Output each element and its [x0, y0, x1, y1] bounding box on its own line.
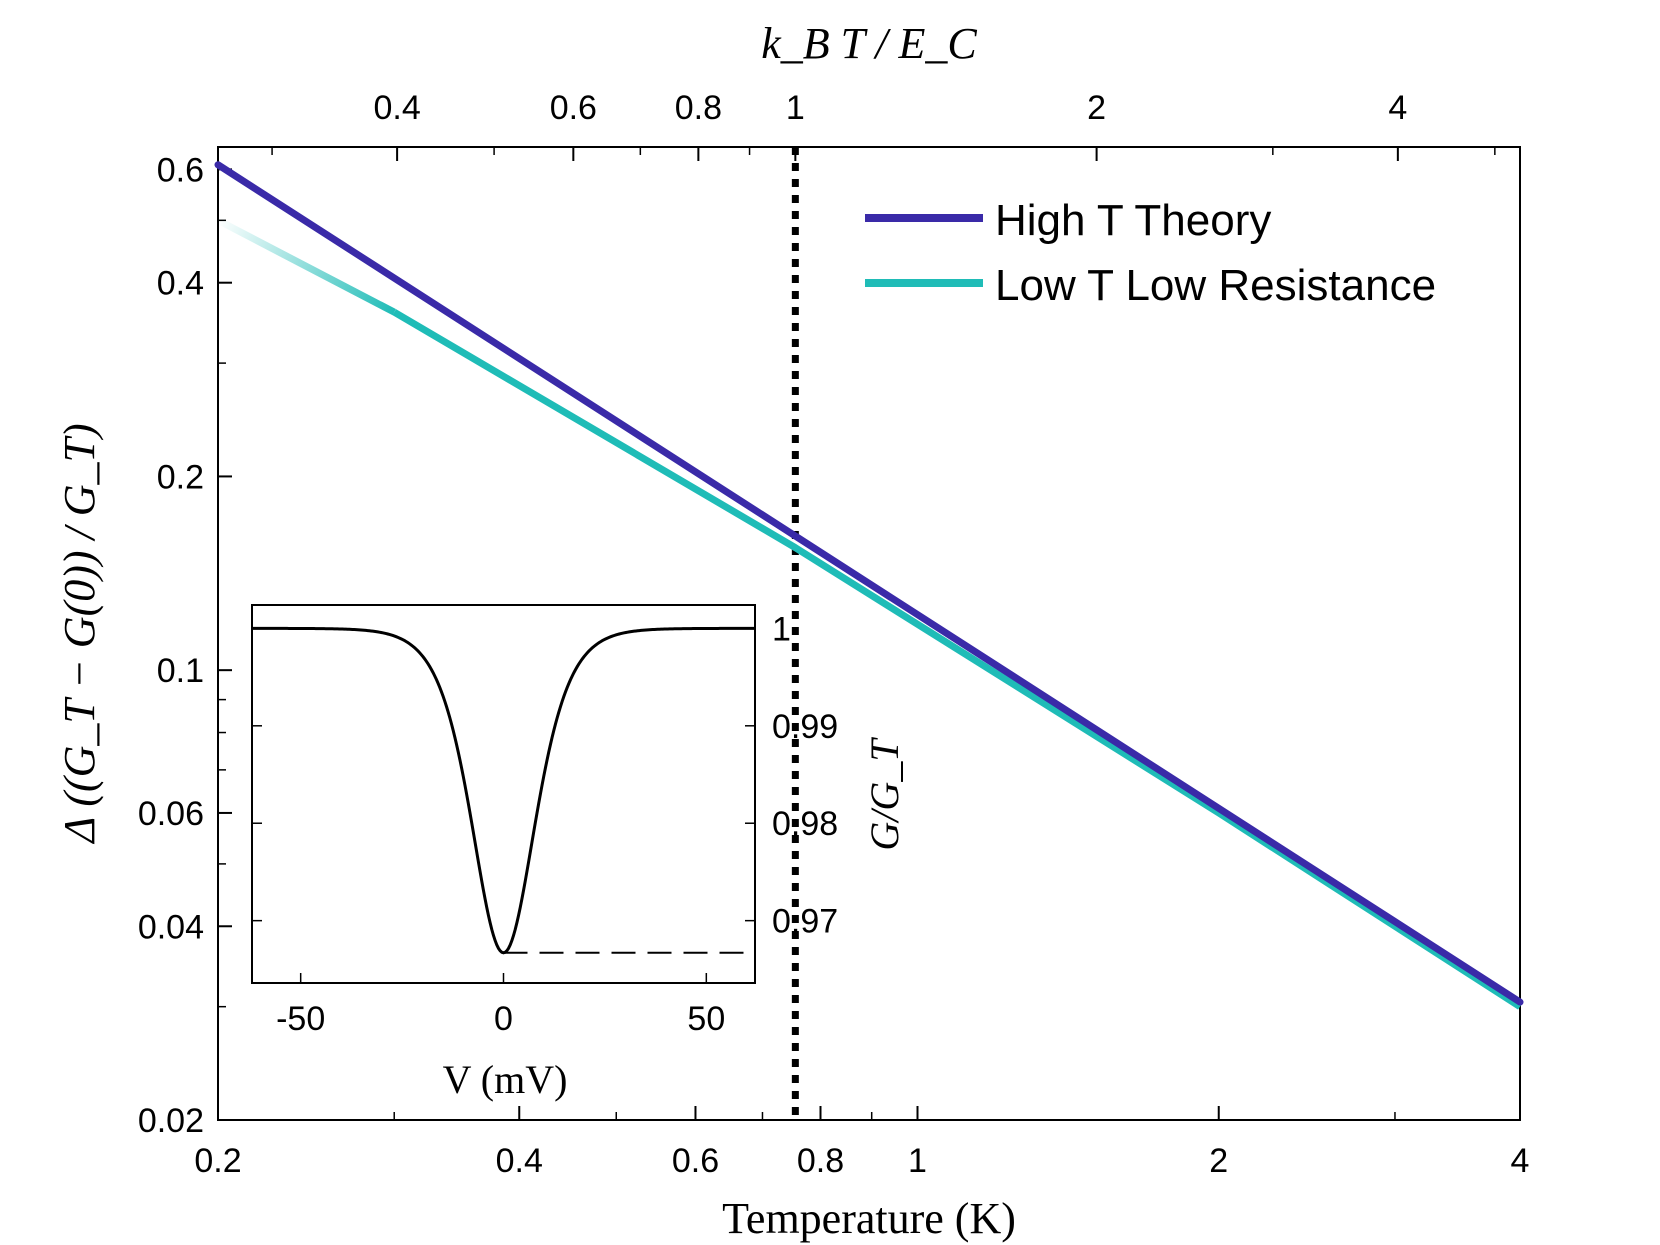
x-axis-title: Temperature (K): [722, 1194, 1016, 1243]
top-tick-label: 0.4: [373, 89, 420, 127]
top-tick-label: 0.6: [550, 89, 597, 127]
inset-x-tick-label: -50: [276, 1000, 325, 1038]
y-tick-label: 0.04: [138, 908, 204, 946]
inset-y-tick-label: 0.98: [772, 805, 838, 843]
inset-frame: [251, 604, 756, 984]
top-axis-title: k_B T / E_C: [761, 19, 977, 68]
y-axis-title: Δ ((G_T − G(0)) / G_T): [55, 423, 104, 844]
y-tick-label: 0.1: [157, 652, 204, 690]
x-tick-label: 0.6: [672, 1142, 719, 1180]
legend: High T Theory Low T Low Resistance: [865, 196, 1436, 310]
y-tick-label: 0.2: [157, 458, 204, 496]
y-tick-label: 0.02: [138, 1102, 204, 1140]
inset-x-axis-title: V (mV): [443, 1057, 568, 1102]
inset-x-tick-label: 0: [494, 1000, 513, 1038]
series-high-t-theory: [214, 161, 1524, 1006]
inset-x-tick-label: 50: [687, 1000, 725, 1038]
top-tick-label: 2: [1087, 89, 1106, 127]
main-tick-labels: 0.2 0.4 0.6 0.8 1 2 4 0.02 0.04 0.06 0.1 0.2 0.4 0.6: [138, 151, 1530, 1180]
top-tick-label: 1: [786, 89, 805, 127]
x-tick-label: 0.8: [797, 1142, 844, 1180]
y-tick-label: 0.6: [157, 151, 204, 189]
inset-chart: -50 0 50 0.97 0.98 0.99 1: [251, 604, 838, 1038]
series-low-t-low-resistance-fade: [216, 217, 396, 316]
legend-label-low-t-low-resistance: Low T Low Resistance: [995, 261, 1436, 310]
y-tick-label: 0.06: [138, 795, 204, 833]
legend-label-high-t-theory: High T Theory: [995, 196, 1271, 245]
x-tick-label: 2: [1209, 1142, 1228, 1180]
inset-curve-group: [252, 626, 755, 955]
x-tick-label: 0.2: [194, 1142, 241, 1180]
y-tick-label: 0.4: [157, 265, 204, 303]
x-tick-label: 1: [908, 1142, 927, 1180]
x-tick-label: 0.4: [496, 1142, 543, 1180]
top-axis: 0.4 0.6 0.8 1 2 4: [271, 89, 1496, 161]
inset-y-tick-label: 1: [772, 610, 791, 648]
x-tick-label: 4: [1511, 1142, 1530, 1180]
top-tick-label: 0.8: [675, 89, 722, 127]
top-tick-label: 4: [1388, 89, 1407, 127]
series-low-t-low-resistance: [392, 309, 1522, 1010]
inset-y-tick-label: 0.97: [772, 903, 838, 941]
inset-y-tick-label: 0.99: [772, 708, 838, 746]
series-group: [214, 161, 1524, 1010]
inset-y-axis-title: G/G_T: [862, 737, 907, 851]
inset-ticks: -50 0 50 0.97 0.98 0.99 1: [252, 610, 838, 1038]
